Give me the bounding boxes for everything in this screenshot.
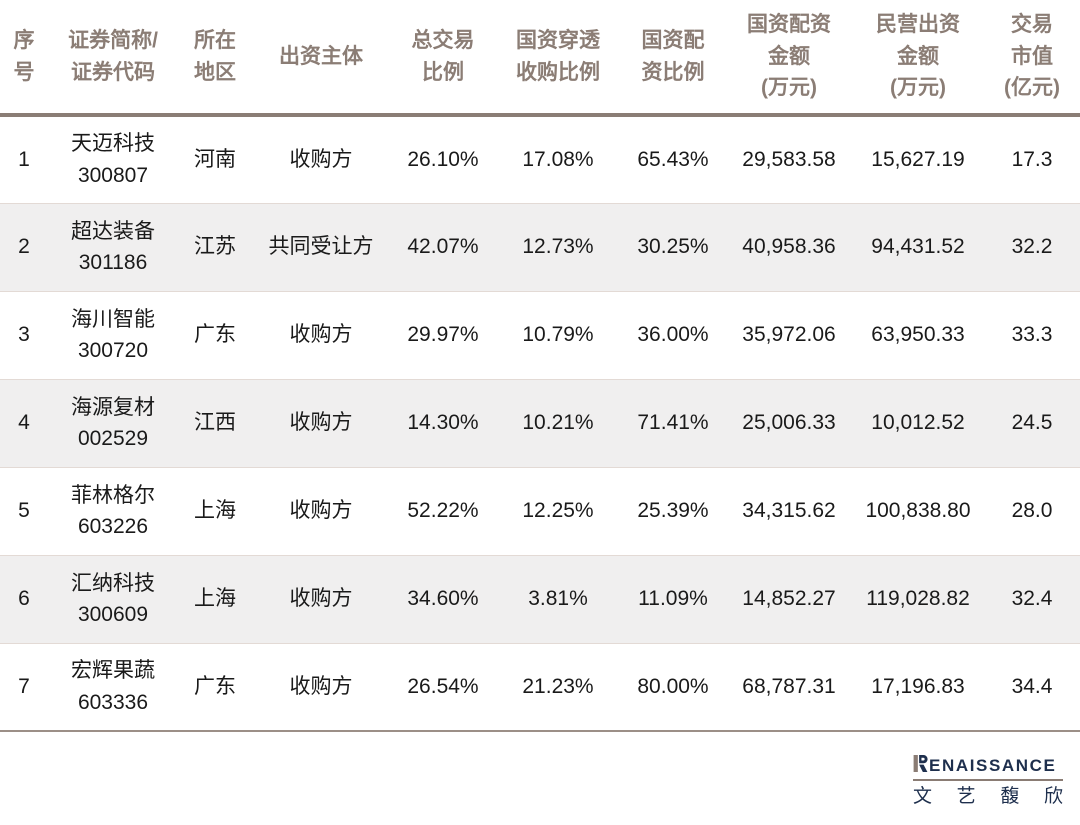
table-cell: 收购方 xyxy=(289,499,353,523)
renaissance-r-icon xyxy=(913,755,928,777)
brand-name-cn: 文 艺 馥 欣 xyxy=(913,786,1063,809)
table-cell: 天迈科技 300807 xyxy=(71,132,155,187)
brand-cn-char: 文 xyxy=(913,786,933,807)
table-cell: 21.23% xyxy=(522,675,594,698)
table-cell: 收购方 xyxy=(289,148,353,171)
table-cell: 34,315.62 xyxy=(742,499,836,523)
table-cell: 68,787.31 xyxy=(742,675,836,698)
table-cell: 40,958.36 xyxy=(742,235,836,259)
table-cell: 12.25% xyxy=(522,499,594,523)
table-row: 3 海川智能 300720 广东 收购方 29.97% 10.79% 36.00… xyxy=(0,291,1080,379)
table-cell: 河南 xyxy=(194,148,236,171)
column-header-seq: 序 号 xyxy=(13,29,35,84)
equity-deals-table: 序 号 证券简称/ 证券代码 所在 地区 出资主体 总交易 比例 国资穿透 收购… xyxy=(0,0,1080,731)
table-cell: 17.3 xyxy=(1011,148,1053,171)
table-cell: 33.3 xyxy=(1011,323,1053,347)
table-cell: 63,950.33 xyxy=(871,323,965,347)
table-cell: 收购方 xyxy=(289,411,353,435)
table-cell: 29,583.58 xyxy=(742,148,836,171)
renaissance-brand-logo: ENAISSANCE 文 艺 馥 欣 xyxy=(913,754,1063,809)
table-cell: 广东 xyxy=(194,675,236,698)
table-cell: 上海 xyxy=(194,499,236,523)
table-row: 5 菲林格尔 603226 上海 收购方 52.22% 12.25% 25.39… xyxy=(0,467,1080,555)
table-cell: 上海 xyxy=(194,587,236,611)
table-cell: 100,838.80 xyxy=(865,499,971,523)
table-row: 4 海源复材 002529 江西 收购方 14.30% 10.21% 71.41… xyxy=(0,379,1080,467)
column-header-total-ratio: 总交易 比例 xyxy=(411,29,475,84)
column-header-investor-type: 出资主体 xyxy=(279,44,363,68)
table-cell: 江西 xyxy=(194,411,236,435)
table-cell: 71.41% xyxy=(637,411,709,435)
table-cell: 7 xyxy=(18,675,30,698)
table-cell: 42.07% xyxy=(407,235,479,259)
table-cell: 10.21% xyxy=(522,411,594,435)
table-cell: 28.0 xyxy=(1011,499,1053,523)
table-cell: 26.54% xyxy=(407,675,479,698)
table-cell: 收购方 xyxy=(289,675,353,698)
table-cell: 17.08% xyxy=(522,148,594,171)
table-row: 1 天迈科技 300807 河南 收购方 26.10% 17.08% 65.43… xyxy=(0,115,1080,203)
column-header-region: 所在 地区 xyxy=(194,29,236,84)
table-cell: 119,028.82 xyxy=(866,587,970,611)
table-cell: 海川智能 300720 xyxy=(71,307,155,363)
table-cell: 32.2 xyxy=(1011,235,1053,259)
table-cell: 32.4 xyxy=(1011,587,1053,611)
table-cell: 收购方 xyxy=(289,587,353,611)
table-cell: 94,431.52 xyxy=(871,235,965,259)
table-cell: 汇纳科技 300609 xyxy=(71,571,155,627)
column-header-market-cap: 交易 市值 (亿元) xyxy=(1004,13,1060,100)
brand-cn-char: 馥 xyxy=(1000,786,1020,807)
table-cell: 14.30% xyxy=(407,411,479,435)
brand-wordmark: ENAISSANCE xyxy=(913,754,1063,776)
brand-name-en: ENAISSANCE xyxy=(929,756,1057,775)
brand-cn-char: 艺 xyxy=(956,786,976,807)
table-row: 6 汇纳科技 300609 上海 收购方 34.60% 3.81% 11.09%… xyxy=(0,555,1080,643)
table-cell: 12.73% xyxy=(522,235,594,259)
brand-cn-char: 欣 xyxy=(1043,786,1063,807)
column-header-soe-allocation-ratio: 国资配 资比例 xyxy=(641,29,705,84)
table-cell: 36.00% xyxy=(637,323,709,347)
table-cell: 17,196.83 xyxy=(871,675,965,698)
table-cell: 1 xyxy=(18,148,30,171)
table-cell: 海源复材 002529 xyxy=(71,395,155,451)
table-cell: 5 xyxy=(18,499,30,523)
table-cell: 65.43% xyxy=(637,148,709,171)
brand-underline xyxy=(913,779,1063,781)
table-cell: 10,012.52 xyxy=(871,411,965,435)
table-cell: 25.39% xyxy=(637,499,709,523)
table-cell: 34.60% xyxy=(407,587,479,611)
table-row: 7 宏辉果蔬 603336 广东 收购方 26.54% 21.23% 80.00… xyxy=(0,643,1080,731)
table-cell: 52.22% xyxy=(407,499,479,523)
table-cell: 共同受让方 xyxy=(268,235,374,259)
table-cell: 25,006.33 xyxy=(742,411,836,435)
column-header-soe-penetration-ratio: 国资穿透 收购比例 xyxy=(516,29,600,84)
table-cell: 80.00% xyxy=(637,675,709,698)
table-row: 2 超达装备 301186 江苏 共同受让方 42.07% 12.73% 30.… xyxy=(0,203,1080,291)
column-header-private-amount: 民营出资 金额 (万元) xyxy=(876,13,960,100)
table-cell: 15,627.19 xyxy=(871,148,965,171)
table-cell: 6 xyxy=(18,587,30,611)
table-cell: 4 xyxy=(18,411,30,435)
table-header-row: 序 号 证券简称/ 证券代码 所在 地区 出资主体 总交易 比例 国资穿透 收购… xyxy=(0,0,1080,115)
table-cell: 江苏 xyxy=(194,235,236,259)
table-cell: 超达装备 301186 xyxy=(71,219,155,275)
table-cell: 14,852.27 xyxy=(742,587,836,611)
table-cell: 30.25% xyxy=(637,235,709,259)
table-cell: 宏辉果蔬 603336 xyxy=(71,659,155,714)
table-cell: 3.81% xyxy=(528,587,588,611)
table-cell: 11.09% xyxy=(638,587,708,611)
table-cell: 35,972.06 xyxy=(742,323,836,347)
table-cell: 广东 xyxy=(194,323,236,347)
table-cell: 26.10% xyxy=(407,148,479,171)
table-cell: 10.79% xyxy=(522,323,594,347)
table-cell: 收购方 xyxy=(289,323,353,347)
table-cell: 29.97% xyxy=(407,323,479,347)
table-cell: 2 xyxy=(18,235,30,259)
table-cell: 34.4 xyxy=(1011,675,1053,698)
table-cell: 24.5 xyxy=(1011,411,1053,435)
column-header-security: 证券简称/ 证券代码 xyxy=(68,29,158,84)
table-cell: 3 xyxy=(18,323,30,347)
column-header-soe-allocation-amount: 国资配资 金额 (万元) xyxy=(747,13,831,100)
table-cell: 菲林格尔 603226 xyxy=(71,483,155,539)
